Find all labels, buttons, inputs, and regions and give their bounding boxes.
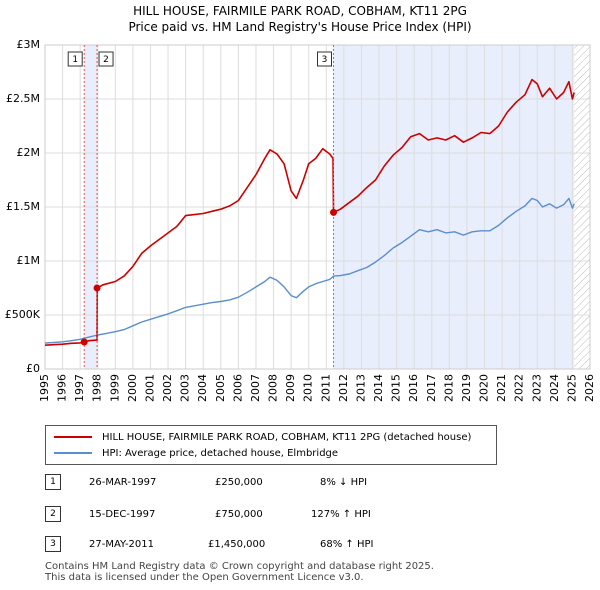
marker-label: 1 [72,55,78,65]
x-tick-label: 2003 [179,374,192,402]
marker-label: 2 [103,55,109,65]
sale-point [93,284,101,292]
plot-frame [44,44,591,370]
transaction-hpi: 68% ↑ HPI [320,539,374,550]
transaction-date: 27-MAY-2011 [89,539,155,550]
legend-item-hpi: HPI: Average price, detached house, Elmb… [54,445,338,461]
x-tick-label: 2018 [442,374,455,402]
x-tick-label: 2024 [548,374,561,402]
x-tick-label: 2023 [530,374,543,402]
x-tick-label: 2020 [478,374,491,402]
sale-point [329,208,337,216]
transaction-price: £1,450,000 [208,539,266,550]
transaction-number: 2 [45,506,61,522]
chart-subtitle: Price paid vs. HM Land Registry's House … [128,20,472,34]
x-tick-label: 2014 [372,374,385,402]
x-tick-label: 2010 [302,374,315,402]
x-tick-label: 2008 [267,374,280,402]
marker-label-box [98,51,114,67]
x-tick-label: 1999 [108,374,121,402]
marker-label-box [67,51,83,67]
transaction-date: 26-MAR-1997 [89,477,157,488]
x-tick-label: 2005 [214,374,227,402]
x-tick-label: 2021 [495,374,508,402]
transaction-price: £250,000 [215,477,263,488]
y-tick-label: £2.5M [6,92,40,105]
x-tick-label: 2025 [565,374,578,402]
y-tick-label: £500K [5,308,41,321]
x-tick-label: 2001 [143,374,156,402]
legend-line-hpi [54,452,92,454]
x-tick-label: 1995 [38,374,51,402]
y-tick-label: £0 [26,362,40,375]
x-tick-label: 2017 [425,374,438,402]
footer-licence: This data is licensed under the Open Gov… [45,572,364,583]
legend-label-hpi: HPI: Average price, detached house, Elmb… [102,447,339,459]
y-tick-label: £1.5M [6,200,40,213]
series-line-hpi [44,197,575,344]
x-tick-label: 1997 [73,374,86,402]
x-tick-label: 2006 [231,374,244,402]
transaction-price: £750,000 [215,509,263,520]
transaction-hpi: 127% ↑ HPI [311,509,371,520]
y-tick-label: £2M [17,146,41,159]
series-line-property [44,78,575,346]
legend-label-property: HILL HOUSE, FAIRMILE PARK ROAD, COBHAM, … [102,431,472,443]
x-tick-label: 2007 [249,374,262,402]
x-tick-label: 2004 [196,374,209,402]
y-tick-label: £3M [17,38,41,51]
y-tick-label: £1M [17,254,41,267]
marker-label: 3 [322,55,328,65]
x-tick-label: 2002 [161,374,174,402]
transaction-date: 15-DEC-1997 [89,509,156,520]
x-tick-label: 2022 [513,374,526,402]
x-tick-label: 2015 [390,374,403,402]
x-tick-label: 2009 [284,374,297,402]
x-tick-label: 2026 [583,374,596,402]
x-tick-label: 2013 [354,374,367,402]
legend: HILL HOUSE, FAIRMILE PARK ROAD, COBHAM, … [45,425,497,465]
x-tick-label: 2016 [407,374,420,402]
transaction-hpi: 8% ↓ HPI [320,477,368,488]
transaction-number: 1 [45,474,61,490]
legend-line-property [54,436,92,438]
x-tick-label: 2012 [337,374,350,402]
x-tick-label: 1998 [91,374,104,402]
chart-title: HILL HOUSE, FAIRMILE PARK ROAD, COBHAM, … [133,4,467,18]
x-tick-label: 2019 [460,374,473,402]
x-tick-label: 2011 [319,374,332,402]
x-tick-label: 2000 [126,374,139,402]
sale-point [80,338,88,346]
transaction-number: 3 [45,536,61,552]
x-tick-label: 1996 [56,374,69,402]
footer-copyright: Contains HM Land Registry data © Crown c… [45,561,434,572]
legend-item-property: HILL HOUSE, FAIRMILE PARK ROAD, COBHAM, … [54,429,471,445]
price-chart: 1995 1996 1997 1998 1999 2000 2001 2002 2003 2004… [5,38,596,402]
marker-label-box [316,51,332,67]
